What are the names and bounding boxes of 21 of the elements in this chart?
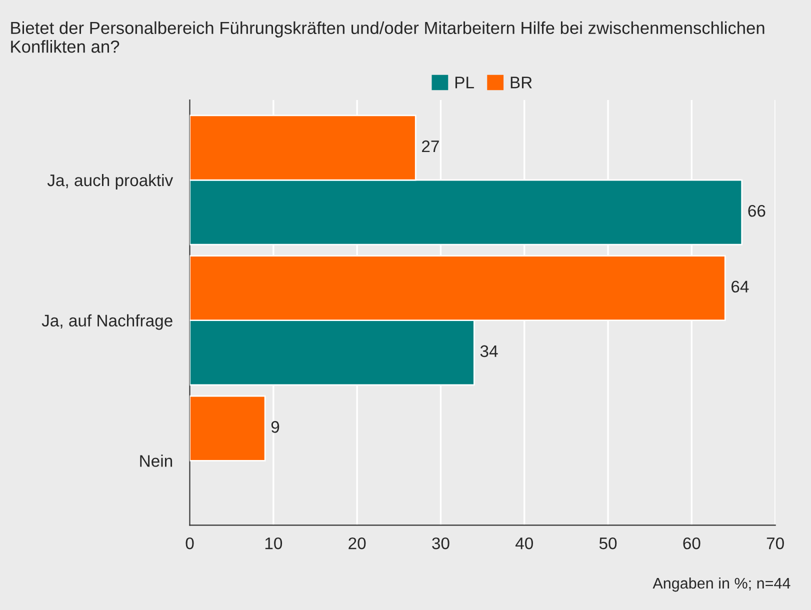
x-tick-label: 50 [599,537,617,550]
y-tick-label: Ja, auch proaktiv [47,174,174,190]
x-tick-label: 20 [348,537,366,550]
data-label: 64 [732,280,749,293]
chart-title: Bietet der Personalbereich Führungskräften und/oder Mitarbeitern Hilfe bei zwischenmenschlichen Konflikten an? [11,21,764,53]
x-tick-label: 0 [186,537,194,550]
y-tick-label: Nein [140,454,172,467]
x-tick-label: 40 [515,537,533,550]
x-tick-label: 60 [683,537,700,550]
data-label: 9 [271,421,280,433]
legend-label: PL [455,76,474,88]
x-tick-label: 70 [766,537,784,550]
y-tick-label: Ja, auf Nachfrage [42,314,172,330]
data-label: 27 [422,140,439,152]
legend-label: BR [510,76,532,88]
text: Angaben in %; n=44 [652,577,790,592]
x-tick-label: 30 [432,537,450,550]
data-label: 66 [748,204,766,217]
x-tick-label: 10 [265,537,282,550]
bar [190,395,266,462]
data-label: 34 [480,345,498,358]
